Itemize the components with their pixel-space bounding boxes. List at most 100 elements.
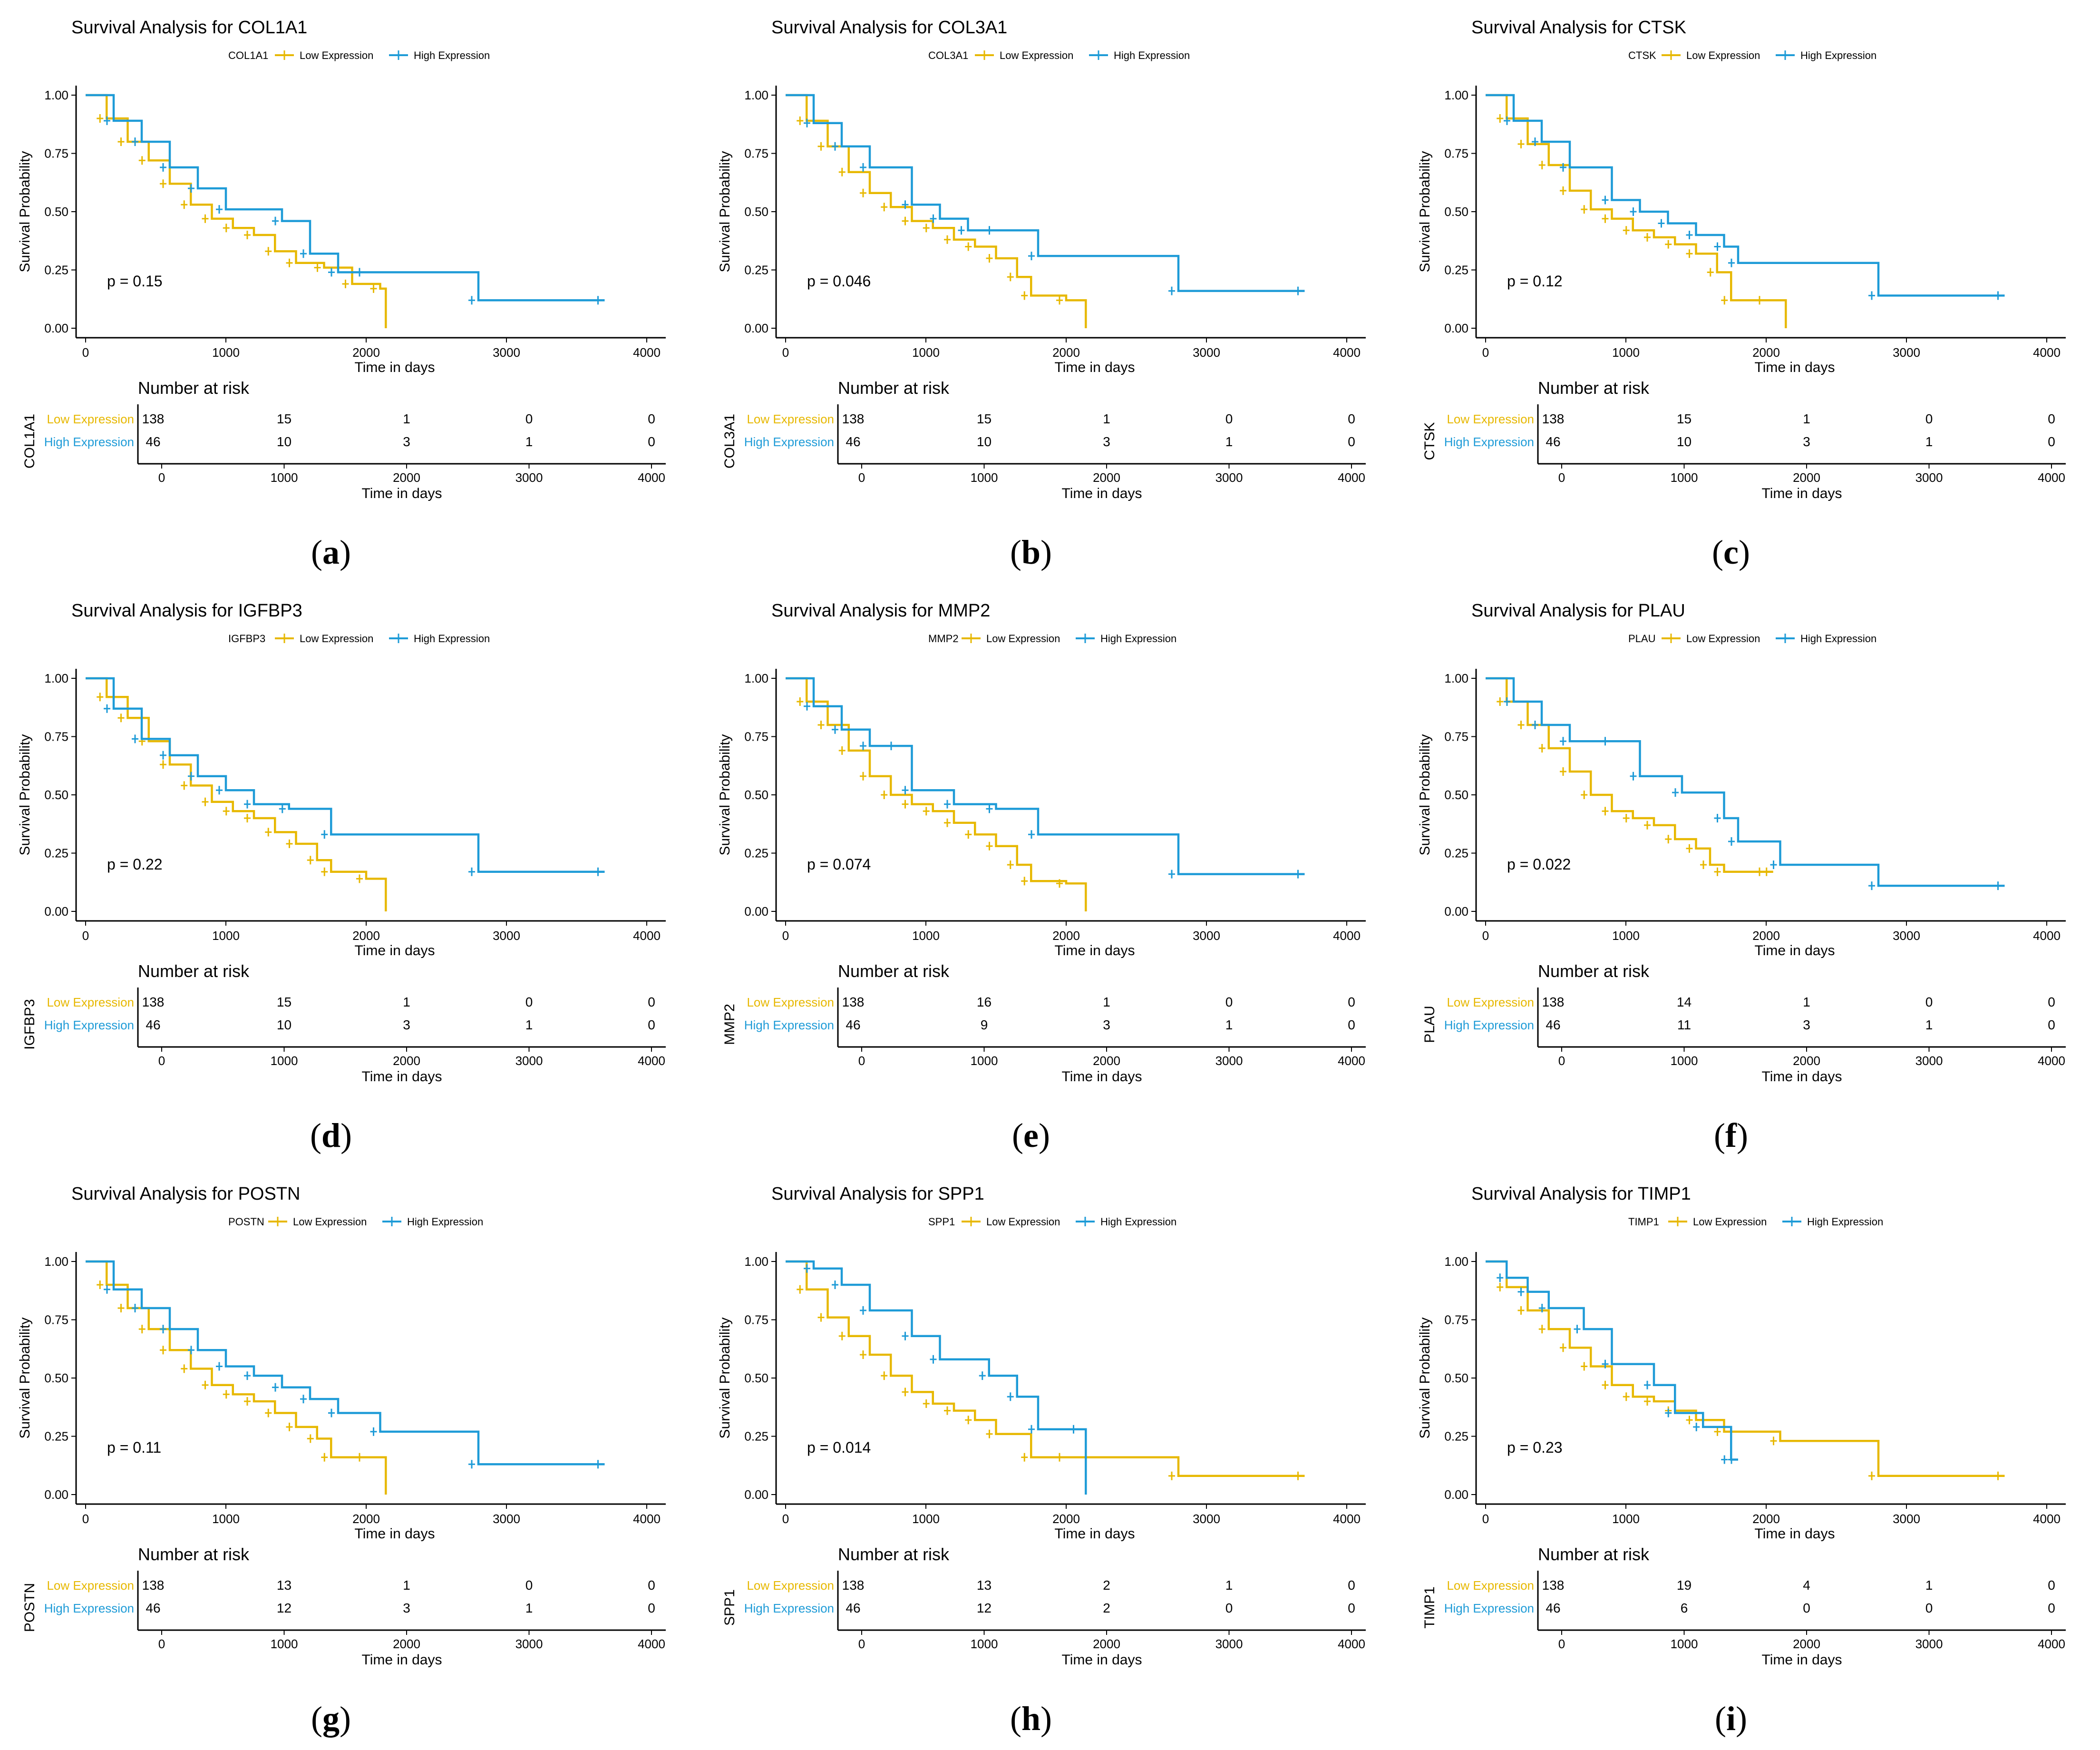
- high-censor-mark: [1497, 1273, 1504, 1282]
- low-censor-mark: [881, 1371, 888, 1380]
- risk-low-value: 138: [1542, 995, 1565, 1009]
- x-tick-label: 3000: [1193, 345, 1220, 360]
- high-censor-mark: [1294, 870, 1302, 879]
- risk-high-value: 0: [1925, 1601, 1933, 1615]
- low-censor-mark: [1602, 1380, 1609, 1389]
- high-censor-mark: [272, 1383, 279, 1392]
- risk-x-tick-label: 3000: [515, 470, 543, 485]
- y-axis-label: Survival Probability: [1417, 734, 1433, 855]
- risk-x-axis-label: Time in days: [1762, 1652, 1842, 1668]
- y-tick-label: 0.50: [1444, 205, 1468, 219]
- risk-x-tick-label: 1000: [271, 1054, 298, 1068]
- risk-low-value: 0: [648, 1578, 655, 1593]
- high-censor-mark: [1714, 814, 1721, 822]
- low-censor-mark: [838, 167, 846, 176]
- y-axis-label: Survival Probability: [717, 734, 733, 855]
- high-censor-mark: [1672, 788, 1679, 797]
- low-censor-mark: [1756, 867, 1763, 876]
- risk-high-value: 11: [1677, 1017, 1691, 1032]
- x-tick-label: 2000: [1752, 929, 1780, 943]
- low-censor-mark: [1007, 273, 1014, 282]
- low-censor-mark: [356, 1453, 363, 1462]
- high-censor-mark: [188, 184, 194, 193]
- low-censor-mark: [1581, 791, 1588, 799]
- high-expression-curve: [786, 1260, 1087, 1495]
- x-tick-label: 1000: [212, 345, 240, 360]
- y-tick-label: 0.25: [44, 846, 68, 860]
- risk-high-value: 3: [1103, 434, 1110, 449]
- risk-x-tick-label: 4000: [1338, 1637, 1365, 1651]
- high-censor-mark: [160, 1325, 166, 1334]
- low-censor-mark: [265, 1408, 272, 1418]
- risk-x-tick-label: 0: [158, 1637, 165, 1651]
- x-tick-label: 3000: [1893, 929, 1920, 943]
- risk-row-low-label: Low Expression: [747, 995, 834, 1009]
- high-censor-mark: [1294, 286, 1302, 295]
- survival-panel-spp1: Survival Analysis for SPP1 SPP1 Low Expres…: [700, 1166, 1400, 1750]
- risk-low-value: 0: [648, 995, 655, 1009]
- risk-gene-label: CTSK: [1422, 422, 1438, 460]
- low-censor-mark: [286, 839, 293, 848]
- high-censor-mark: [1028, 1425, 1035, 1434]
- risk-low-value: 138: [842, 995, 865, 1009]
- legend-title: CTSK: [1628, 49, 1656, 61]
- survival-panel-col1a1: Survival Analysis for COL1A1 COL1A1 Low Ex…: [0, 0, 700, 583]
- legend-high-label: High Expression: [414, 49, 490, 61]
- risk-low-value: 0: [648, 411, 655, 426]
- risk-high-value: 0: [2048, 1601, 2055, 1615]
- y-tick-label: 0.00: [44, 1487, 68, 1502]
- low-censor-mark: [838, 746, 846, 755]
- risk-low-value: 1: [1103, 995, 1110, 1009]
- low-censor-mark: [881, 791, 888, 799]
- legend-title: TIMP1: [1628, 1216, 1659, 1228]
- high-censor-mark: [860, 742, 866, 751]
- low-expression-curve: [786, 94, 1087, 328]
- low-censor-mark: [1686, 844, 1693, 853]
- x-tick-label: 2000: [1052, 345, 1080, 360]
- high-censor-mark: [216, 205, 223, 214]
- low-censor-mark: [1056, 879, 1063, 888]
- legend: MMP2 Low Expression High Expression: [928, 633, 1176, 645]
- risk-low-value: 138: [142, 411, 165, 426]
- risk-gene-label: COL1A1: [22, 414, 38, 469]
- x-tick-label: 1000: [912, 345, 940, 360]
- x-tick-label: 1000: [1612, 1512, 1640, 1526]
- risk-low-value: 0: [1925, 411, 1933, 426]
- risk-x-tick-label: 0: [858, 1637, 865, 1651]
- high-censor-mark: [1994, 881, 2002, 890]
- y-axis-label: Survival Probability: [17, 734, 33, 855]
- high-censor-mark: [1504, 697, 1510, 706]
- high-censor-mark: [132, 1304, 138, 1312]
- legend-low-label: Low Expression: [986, 1216, 1060, 1228]
- low-expression-curve: [786, 1260, 1305, 1477]
- legend: CTSK Low Expression High Expression: [1628, 49, 1876, 61]
- risk-row-high-label: High Expression: [44, 435, 134, 449]
- low-censor-mark: [307, 856, 314, 865]
- legend-title: COL1A1: [228, 49, 268, 61]
- low-censor-mark: [1868, 1471, 1875, 1480]
- km-chart-svg: Survival Analysis for PLAU PLAU Low Expres…: [1417, 601, 2066, 1154]
- risk-high-value: 1: [525, 1601, 533, 1615]
- high-censor-mark: [1602, 737, 1609, 746]
- risk-low-value: 0: [525, 1578, 533, 1593]
- panel-label: (a): [311, 533, 351, 571]
- x-tick-label: 2000: [1052, 929, 1080, 943]
- x-axis-label: Time in days: [1755, 360, 1835, 375]
- y-axis-label: Survival Probability: [17, 1317, 33, 1438]
- low-censor-mark: [1763, 867, 1770, 876]
- low-censor-mark: [1700, 860, 1707, 869]
- high-censor-mark: [1602, 196, 1609, 205]
- risk-low-value: 138: [142, 1578, 165, 1593]
- x-tick-label: 0: [782, 1512, 789, 1526]
- risk-low-value: 1: [1925, 1578, 1933, 1593]
- high-expression-curve: [86, 94, 605, 302]
- low-censor-mark: [881, 203, 888, 212]
- low-censor-mark: [817, 721, 825, 729]
- risk-low-value: 138: [1542, 1578, 1565, 1593]
- risk-high-value: 3: [1103, 1017, 1110, 1032]
- y-tick-label: 1.00: [44, 1254, 68, 1269]
- low-censor-mark: [1560, 186, 1566, 195]
- high-censor-mark: [279, 804, 286, 813]
- survival-panel-mmp2: Survival Analysis for MMP2 MMP2 Low Expres…: [700, 583, 1400, 1166]
- legend-high-label: High Expression: [407, 1216, 483, 1228]
